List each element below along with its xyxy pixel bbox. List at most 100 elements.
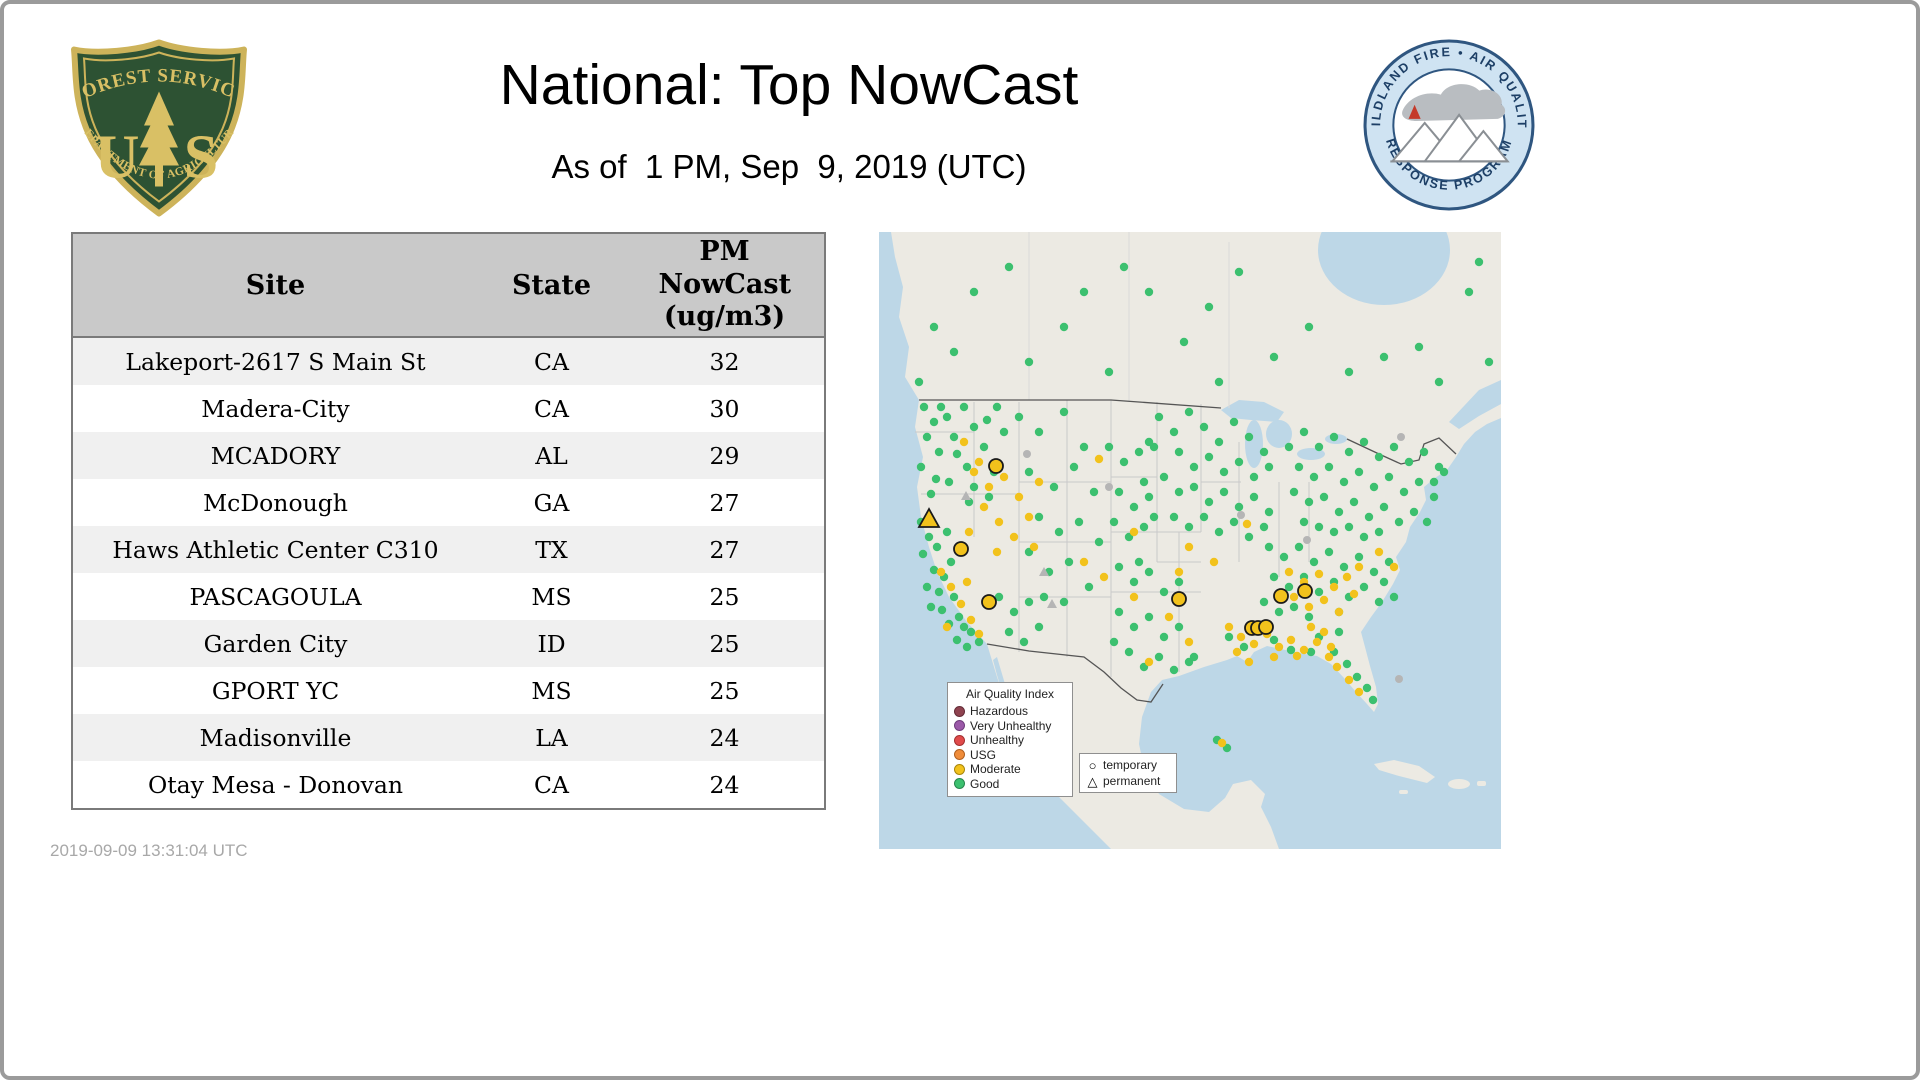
- monitor-dot-good: [929, 322, 939, 332]
- monitor-dot-good: [1174, 577, 1184, 587]
- monitor-dot-good: [1024, 597, 1034, 607]
- afrp-logo-icon: WILDLAND FIRE • AIR QUALITY RESPONSE PRO…: [1355, 27, 1535, 211]
- aqi-color-dot-icon: [954, 734, 965, 746]
- monitor-dot-moderate: [992, 547, 1002, 557]
- monitor-dot-good: [1374, 597, 1384, 607]
- col-header-pm-label: PM NowCast (ug/m3): [658, 236, 792, 333]
- monitor-dot-good: [1149, 512, 1159, 522]
- aqi-legend-item: Unhealthy: [954, 733, 1066, 748]
- monitor-dot-good: [1069, 462, 1079, 472]
- nowcast-table-header: Site State PM NowCast (ug/m3): [72, 233, 825, 338]
- monitor-dot-good: [1404, 457, 1414, 467]
- monitor-dot-moderate: [1034, 477, 1044, 487]
- monitor-dot-good: [1104, 442, 1114, 452]
- monitor-dot-good: [1429, 492, 1439, 502]
- monitor-dot-good: [1229, 417, 1239, 427]
- monitor-dot-good: [1374, 527, 1384, 537]
- monitor-dot-good: [969, 482, 979, 492]
- monitor-dot-good: [966, 627, 976, 637]
- monitor-dot-good: [1234, 267, 1244, 277]
- monitor-dot-good: [1279, 552, 1289, 562]
- monitor-dot-good: [1344, 447, 1354, 457]
- monitor-dot-good: [969, 287, 979, 297]
- monitor-dot-good: [1339, 562, 1349, 572]
- top-site-circle-marker: [988, 458, 1004, 474]
- site-cell: GPORT YC: [211, 676, 340, 705]
- monitor-dot-good: [1349, 497, 1359, 507]
- monitor-triangle-inactive: [1039, 567, 1049, 576]
- monitor-dot-good: [1269, 635, 1279, 645]
- monitor-dot-good: [1314, 522, 1324, 532]
- monitor-triangle-inactive: [1047, 599, 1057, 608]
- monitor-dot-good: [1019, 637, 1029, 647]
- monitor-dot-moderate: [956, 599, 966, 609]
- monitor-dot-moderate: [994, 517, 1004, 527]
- top-site-circle-marker: [1171, 591, 1187, 607]
- monitor-dot-good: [1199, 512, 1209, 522]
- table-row: Haws Athletic Center C310 TX 27: [72, 526, 825, 573]
- monitor-dot-good: [1199, 422, 1209, 432]
- monitor-dot-good: [926, 489, 936, 499]
- monitor-dot-good: [1004, 262, 1014, 272]
- monitor-dot-good: [1189, 652, 1199, 662]
- monitor-dot-moderate: [999, 472, 1009, 482]
- monitor-dot-moderate: [1284, 567, 1294, 577]
- monitor-dot-good: [1314, 442, 1324, 452]
- monitor-dot-good: [1329, 432, 1339, 442]
- monitor-dot-good: [1224, 632, 1234, 642]
- monitor-dot-moderate: [1326, 642, 1336, 652]
- monitor-dot-good: [1244, 432, 1254, 442]
- monitor-dot-good: [1204, 497, 1214, 507]
- monitor-dot-good: [1084, 582, 1094, 592]
- monitor-dot-moderate: [966, 615, 976, 625]
- monitor-dot-good: [936, 402, 946, 412]
- monitor-dot-moderate: [1242, 519, 1252, 529]
- monitor-dot-moderate: [979, 502, 989, 512]
- monitor-dot-good: [1304, 612, 1314, 622]
- usfs-letter-s: S: [184, 124, 218, 192]
- monitor-dot-good: [1144, 612, 1154, 622]
- monitor-dot-good: [1389, 442, 1399, 452]
- monitor-dot-good: [1169, 512, 1179, 522]
- monitor-dot-good: [1368, 695, 1378, 705]
- monitor-dot-good: [1324, 462, 1334, 472]
- monitor-dot-good: [1134, 447, 1144, 457]
- monitor-dot-good: [1464, 287, 1474, 297]
- monitor-dot-good: [994, 592, 1004, 602]
- monitor-dot-moderate: [1349, 589, 1359, 599]
- monitor-dot-good: [1174, 487, 1184, 497]
- monitor-dot-good: [934, 587, 944, 597]
- monitor-dot-good: [1229, 517, 1239, 527]
- monitor-dot-good: [1324, 547, 1334, 557]
- state-cell: ID: [537, 629, 566, 658]
- monitor-dot-good: [1079, 442, 1089, 452]
- value-cell: 25: [709, 676, 740, 705]
- monitor-dot-good: [1344, 367, 1354, 377]
- monitor-dot-good: [1309, 557, 1319, 567]
- monitor-dot-good: [1074, 517, 1084, 527]
- monitor-dot-good: [1269, 572, 1279, 582]
- monitor-dot-moderate: [1312, 637, 1322, 647]
- monitor-dot-good: [1294, 462, 1304, 472]
- monitor-dot-moderate: [1319, 595, 1329, 605]
- top-site-circle-marker: [953, 541, 969, 557]
- site-cell: Madera-City: [201, 394, 350, 423]
- monitor-dot-moderate: [1334, 607, 1344, 617]
- monitor-dot-moderate: [946, 582, 956, 592]
- monitor-dot-good: [922, 582, 932, 592]
- marker-type-legend: ○ temporary △ permanent: [1079, 753, 1177, 793]
- value-cell: 25: [709, 629, 740, 658]
- monitor-dot-good: [1379, 502, 1389, 512]
- monitor-dot-good: [1144, 567, 1154, 577]
- monitor-dot-good: [934, 447, 944, 457]
- site-cell: Madisonville: [199, 723, 352, 752]
- monitor-dot-moderate: [1324, 652, 1334, 662]
- monitor-dot-good: [932, 542, 942, 552]
- monitor-dot-good: [1004, 627, 1014, 637]
- monitor-dot-good: [942, 527, 952, 537]
- monitor-dot-moderate: [1129, 592, 1139, 602]
- monitor-dot-good: [1329, 527, 1339, 537]
- aqi-legend-label: Moderate: [970, 762, 1021, 777]
- monitor-dot-good: [1204, 302, 1214, 312]
- monitor-dot-good: [1334, 507, 1344, 517]
